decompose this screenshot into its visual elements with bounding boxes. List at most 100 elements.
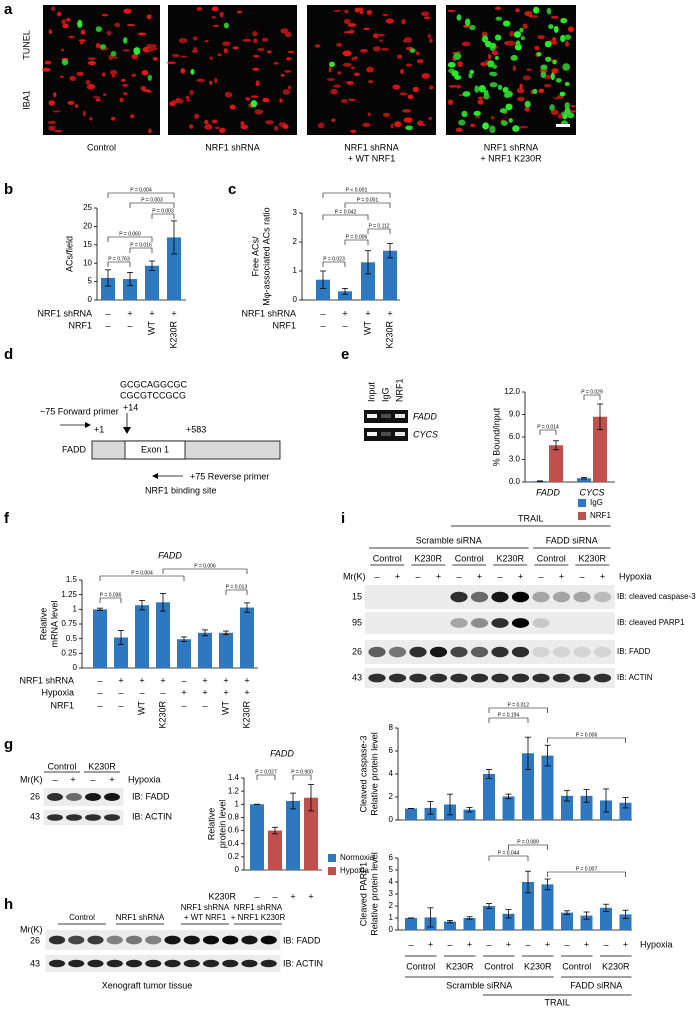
band (552, 646, 571, 658)
iba1-cell (565, 41, 570, 47)
iba1-cell (340, 98, 348, 104)
blot-row (364, 640, 615, 664)
mr-label: Mr(K) (20, 924, 43, 934)
iba1-cell (455, 127, 463, 133)
tunel-cell (489, 125, 496, 134)
mr-marker: 15 (352, 591, 362, 601)
iba1-cell (151, 43, 157, 49)
iba1-cell (380, 48, 390, 51)
hypoxia-sign: + (545, 939, 550, 949)
y-tick-label: 0.5 (66, 634, 78, 643)
hypoxia-sign: – (525, 939, 530, 949)
iba1-cell (363, 27, 370, 31)
bar (502, 796, 515, 820)
iba1-cell (385, 18, 394, 24)
image-label: NRF1 shRNA (344, 142, 399, 152)
y-tick-label: 1.2 (228, 786, 240, 795)
condition-label: NRF1 (68, 320, 92, 330)
tunel-cell (490, 71, 498, 77)
tunel-cell (494, 55, 499, 61)
hypoxia-sign: + (109, 774, 114, 784)
tunel-cell (544, 40, 552, 48)
sirna-label: Scramble siRNA (446, 980, 512, 990)
bar (316, 279, 330, 300)
tunel-cell (405, 125, 413, 131)
condition-value: + (387, 308, 392, 318)
group-label: NRF1 shRNA (181, 903, 230, 912)
bar (338, 291, 352, 300)
p-value: P = 0.042 (335, 209, 357, 215)
condition-value: + (181, 687, 186, 697)
band (66, 814, 82, 821)
iba1-cell (215, 126, 220, 130)
band (125, 959, 143, 968)
iba1-cell (123, 92, 128, 96)
group-label: + WT NRF1 (184, 913, 227, 922)
hypoxia-sign: – (374, 571, 379, 581)
iba1-cell (405, 63, 413, 67)
p-value: P = 0.006 (576, 732, 598, 738)
p-value: P = 0.194 (498, 712, 520, 718)
iba1-cell (122, 49, 130, 52)
iba1-cell (550, 41, 558, 45)
condition-label: Hypoxia (41, 687, 74, 697)
bracket (129, 247, 153, 253)
condition-value: + (223, 687, 228, 697)
y-tick-label: 10 (83, 258, 92, 267)
iba1-cell (537, 35, 545, 40)
condition-value: – (254, 891, 259, 901)
tunel-cell (524, 100, 531, 108)
iba1-cell (553, 97, 561, 100)
tunel-cell (478, 84, 486, 93)
condition-value: + (290, 891, 295, 901)
band (552, 591, 571, 603)
panel-label: c (228, 181, 236, 198)
tunel-cell (482, 122, 489, 130)
tunel-cell (447, 61, 456, 68)
tunel-cell (453, 52, 462, 61)
legend-swatch (328, 854, 336, 862)
chart-title: FADD (158, 550, 182, 560)
channel-label: IBA1 (21, 90, 31, 110)
condition-value: – (118, 700, 123, 710)
iba1-cell (204, 40, 209, 43)
primer-label: −75 Forward primer (40, 406, 119, 416)
blot-fadd (43, 788, 124, 806)
iba1-cell (282, 89, 291, 95)
y-tick-label: 0.75 (61, 619, 77, 628)
blot-row (364, 585, 615, 609)
condition-value: – (320, 308, 325, 318)
iba1-cell (337, 71, 342, 75)
p-value: P = 0.900 (291, 769, 313, 775)
p-value: P = 0.036 (100, 592, 122, 598)
ib-label: IB: ACTIN (132, 811, 172, 821)
band (573, 673, 591, 683)
band (593, 673, 612, 683)
ib-label: IB: FADD (132, 791, 170, 801)
gel-target: CYCS (413, 429, 438, 439)
y-axis-label: mRNA level (49, 600, 59, 647)
condition-value: + (308, 891, 313, 901)
legend-swatch (578, 512, 586, 520)
iba1-cell (401, 18, 406, 25)
group-label: Control (69, 913, 95, 922)
hypoxia-sign: – (408, 939, 413, 949)
iba1-cell (362, 122, 371, 128)
mr-marker: 26 (352, 646, 362, 656)
tunel-cell (546, 7, 552, 15)
panel-label: g (4, 736, 13, 753)
band (47, 793, 63, 801)
iba1-cell (317, 122, 325, 129)
tunel-cell (250, 100, 258, 108)
group-label: Control (406, 961, 435, 971)
tunel-cell (533, 6, 540, 14)
band (409, 646, 427, 658)
condition-value: + (202, 687, 207, 697)
band (183, 959, 200, 968)
tunel-cell (540, 71, 547, 79)
mr-marker: 43 (30, 811, 40, 821)
iba1-cell (392, 84, 401, 90)
hypoxia-sign: + (395, 571, 400, 581)
exon-label: Exon 1 (141, 444, 169, 454)
iba1-cell (95, 98, 101, 102)
